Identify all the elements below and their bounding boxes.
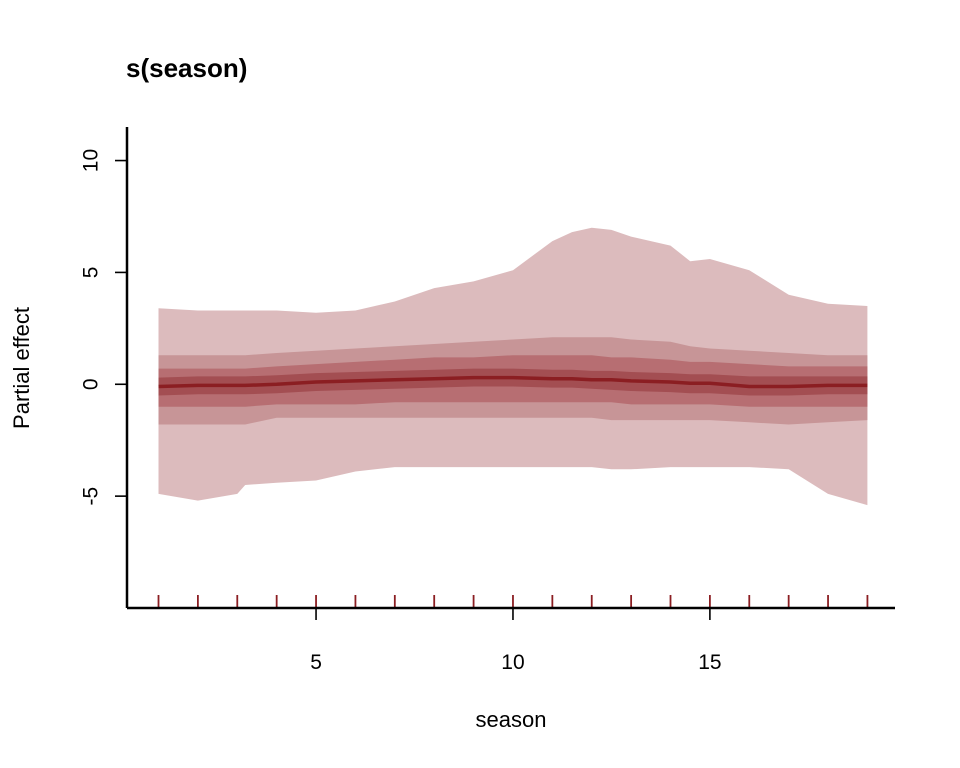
x-tick-label: 15 xyxy=(698,651,721,674)
y-axis-ticks: -5 0 5 10 xyxy=(79,149,127,506)
x-tick-label: 5 xyxy=(310,651,322,674)
y-axis-label: Partial effect xyxy=(9,307,34,429)
x-axis-ticks: 5 10 15 xyxy=(310,608,722,674)
rug-marks xyxy=(157,595,869,607)
x-tick-label: 10 xyxy=(501,651,524,674)
credible-bands xyxy=(158,227,868,506)
band-core xyxy=(158,368,868,396)
median-line xyxy=(158,375,868,389)
y-tick-label: 5 xyxy=(79,267,102,279)
y-tick-label: 0 xyxy=(79,378,102,390)
chart-title: s(season) xyxy=(126,53,247,83)
median-line-group xyxy=(158,375,868,389)
y-tick-label: 10 xyxy=(79,149,102,172)
y-tick-label: -5 xyxy=(79,487,102,506)
x-axis-label: season xyxy=(476,707,547,732)
